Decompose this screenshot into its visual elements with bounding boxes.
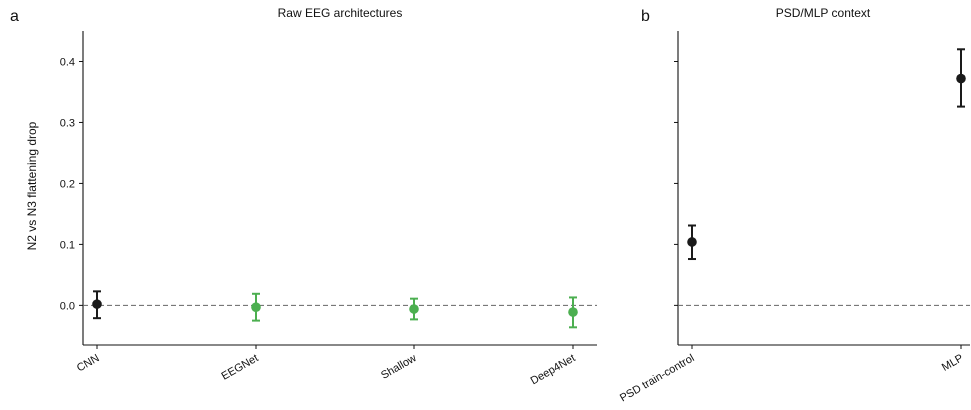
point-marker bbox=[251, 302, 261, 312]
panel-b: b PSD/MLP context PSD train-control MLP bbox=[618, 6, 970, 404]
y-axis-label: N2 vs N3 flattening drop bbox=[25, 121, 39, 250]
panel-b-letter: b bbox=[641, 8, 650, 25]
data-point-mlp bbox=[956, 48, 966, 108]
panel-a-y-ticks: 0.0 0.1 0.2 0.3 0.4 bbox=[60, 56, 83, 312]
y-tick-label: 0.1 bbox=[60, 239, 75, 251]
panel-a-data-marks bbox=[92, 290, 578, 329]
panel-a: a Raw EEG architectures N2 vs N3 flatten… bbox=[10, 6, 597, 387]
panel-a-letter: a bbox=[10, 8, 19, 25]
panel-a-title: Raw EEG architectures bbox=[278, 6, 403, 20]
data-point-psd-train-control bbox=[687, 224, 697, 261]
panel-b-x-ticks: PSD train-control MLP bbox=[618, 345, 966, 404]
data-point-shallow bbox=[409, 297, 419, 321]
x-tick-label: PSD train-control bbox=[618, 352, 697, 404]
panel-b-y-ticks bbox=[674, 60, 678, 306]
y-tick-label: 0.3 bbox=[60, 117, 75, 129]
y-tick-label: 0.2 bbox=[60, 178, 75, 190]
data-point-deep4net bbox=[568, 296, 578, 329]
y-tick-label: 0.0 bbox=[60, 300, 75, 312]
x-tick-label: EEGNet bbox=[220, 352, 261, 383]
data-point-eegnet bbox=[251, 292, 261, 322]
x-tick-label: MLP bbox=[940, 352, 966, 374]
point-marker bbox=[92, 299, 102, 309]
x-tick-label: CNN bbox=[75, 352, 102, 374]
point-marker bbox=[687, 237, 697, 247]
point-marker bbox=[956, 73, 966, 84]
data-point-cnn bbox=[92, 290, 102, 320]
y-tick-label: 0.4 bbox=[60, 56, 75, 68]
panel-b-data-marks bbox=[687, 48, 966, 261]
panel-a-x-ticks: CNN EEGNet Shallow Deep4Net bbox=[75, 345, 578, 387]
x-tick-label: Deep4Net bbox=[529, 352, 578, 387]
point-marker bbox=[409, 304, 419, 314]
panel-b-title: PSD/MLP context bbox=[776, 6, 871, 20]
x-tick-label: Shallow bbox=[379, 352, 418, 382]
point-marker bbox=[568, 307, 578, 317]
